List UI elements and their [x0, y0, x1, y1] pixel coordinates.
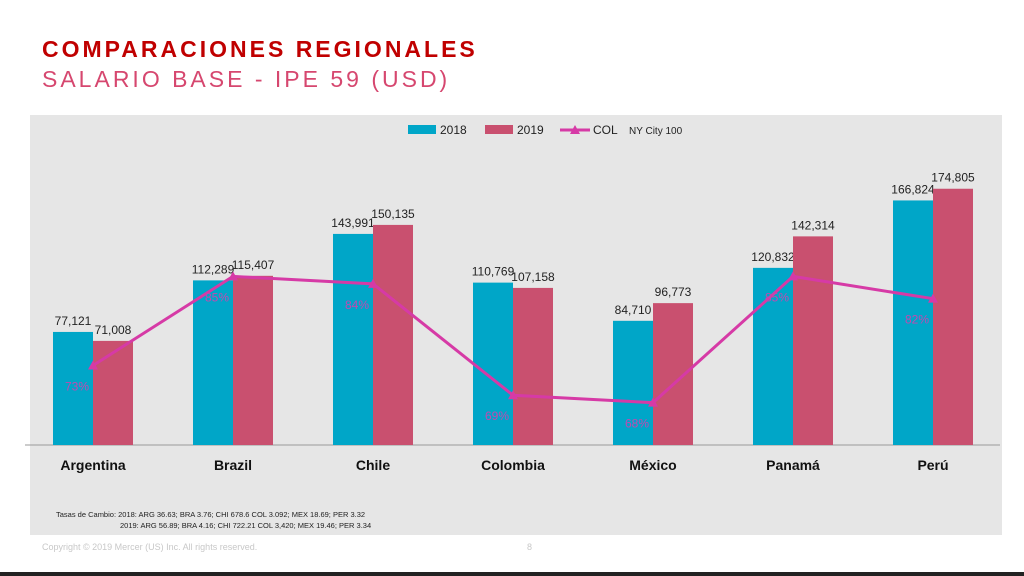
legend-label-2018: 2018	[440, 123, 467, 137]
data-label-2019: 107,158	[511, 270, 555, 284]
page-number: 8	[527, 542, 533, 552]
category-label: Chile	[356, 457, 390, 473]
col-label: 84%	[345, 298, 369, 312]
col-marker	[788, 271, 798, 281]
category-label: Brazil	[214, 457, 252, 473]
bar-2019-Brazil	[233, 275, 273, 445]
col-label: 82%	[905, 313, 929, 327]
col-marker	[928, 293, 938, 303]
bar-2018-Chile	[333, 233, 373, 445]
bar-2019-Panamá	[793, 236, 833, 445]
bar-2019-Colombia	[513, 287, 553, 445]
slide-subtitle: SALARIO BASE - IPE 59 (USD)	[42, 66, 451, 92]
col-marker	[648, 397, 658, 407]
col-label: 73%	[65, 380, 89, 394]
legend-marker-col	[570, 125, 580, 134]
legend-swatch-2019	[485, 125, 513, 134]
copyright: Copyright © 2019 Mercer (US) Inc. All ri…	[42, 542, 258, 552]
legend-label-col: COL	[593, 123, 618, 137]
col-marker	[228, 271, 238, 281]
slide-title: COMPARACIONES REGIONALES	[42, 36, 478, 62]
data-label-2018: 84,710	[615, 303, 652, 317]
data-label-2018: 110,769	[472, 265, 515, 279]
bar-2018-México	[613, 320, 653, 445]
data-label-2018: 143,991	[331, 216, 375, 230]
data-label-2019: 174,805	[931, 171, 975, 185]
category-label: Argentina	[60, 457, 126, 473]
bar-2018-Brazil	[193, 280, 233, 445]
exchange-rates-2019: 2019: ARG 56.89; BRA 4.16; CHI 722.21 CO…	[120, 521, 372, 530]
legend-label-2019: 2019	[517, 123, 544, 137]
exchange-rates-2018: Tasas de Cambio: 2018: ARG 36.63; BRA 3.…	[56, 510, 366, 519]
bar-2019-Argentina	[93, 340, 133, 445]
bar-2018-Panamá	[753, 267, 793, 445]
data-label-2019: 115,407	[232, 258, 275, 272]
category-label: México	[629, 457, 676, 473]
data-label-2018: 166,824	[891, 182, 935, 196]
data-label-2019: 142,314	[791, 218, 835, 232]
bottom-bar	[0, 572, 1024, 576]
data-label-2018: 112,289	[192, 262, 235, 276]
col-marker	[368, 278, 378, 288]
col-label: 85%	[205, 290, 229, 304]
col-marker	[88, 360, 98, 370]
data-label-2018: 77,121	[55, 314, 92, 328]
data-label-2019: 96,773	[655, 285, 692, 299]
data-label-2019: 150,135	[371, 207, 415, 221]
legend-swatch-2018	[408, 125, 436, 134]
legend-note: NY City 100	[629, 126, 683, 137]
col-marker	[508, 390, 518, 400]
bar-2019-Perú	[933, 188, 973, 445]
col-label: 69%	[485, 409, 509, 423]
category-label: Panamá	[766, 457, 820, 473]
bar-2019-México	[653, 303, 693, 445]
bar-2018-Colombia	[473, 282, 513, 445]
bar-2018-Perú	[893, 200, 933, 445]
col-label: 68%	[625, 417, 649, 431]
category-label: Perú	[917, 457, 948, 473]
data-label-2018: 120,832	[751, 250, 795, 264]
category-label: Colombia	[481, 457, 545, 473]
bar-2019-Chile	[373, 224, 413, 445]
data-label-2019: 71,008	[95, 323, 132, 337]
bar-2018-Argentina	[53, 331, 93, 445]
col-label: 85%	[765, 290, 789, 304]
